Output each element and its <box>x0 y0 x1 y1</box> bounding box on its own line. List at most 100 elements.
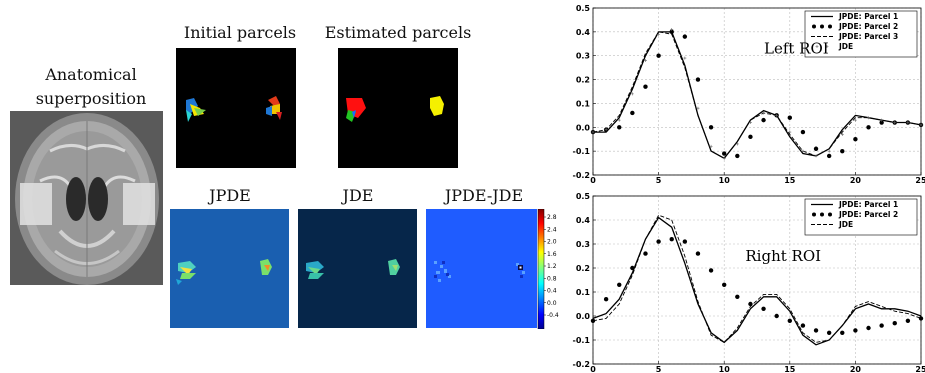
colorbar-tick-label: 2.8 <box>547 214 557 221</box>
x-tick-label: 10 <box>719 176 731 184</box>
legend-swatch <box>820 212 824 217</box>
jpde-jde-caption: JPDE-JDE <box>444 186 524 205</box>
series-line <box>592 214 922 343</box>
legend-entry: JPDE: Parcel 2 <box>838 210 898 219</box>
series-point <box>670 27 674 31</box>
y-tick-label: 0.3 <box>576 240 590 249</box>
series-point <box>800 323 806 328</box>
jde-caption: JDE <box>342 186 374 205</box>
x-tick-label: 15 <box>784 176 796 184</box>
series-point <box>669 29 674 35</box>
y-tick-label: 0.3 <box>576 52 590 61</box>
series-point <box>643 84 648 89</box>
right-roi-chart: -0.2 -0.1 0.0 0.1 0.2 0.3 0.4 0.5 0 5 10 15 20 25 JPDE… <box>573 192 925 373</box>
x-tick-label: 0 <box>590 176 596 184</box>
series-point <box>840 330 845 335</box>
series-point <box>761 306 766 311</box>
y-tick-label: -0.1 <box>573 336 591 345</box>
roi-annotation: Left ROI <box>764 39 829 57</box>
series-point <box>853 328 858 333</box>
series-point <box>814 154 818 158</box>
y-tick-label: 0.2 <box>576 264 590 273</box>
plot-frame <box>592 195 922 365</box>
series-point <box>866 125 871 130</box>
series-point <box>879 120 884 125</box>
series-point <box>853 118 857 122</box>
y-tick-label: -0.1 <box>573 147 591 156</box>
y-tick-label: 0.4 <box>576 216 591 225</box>
legend-entry: JPDE: Parcel 3 <box>838 32 898 41</box>
x-tick-label: 20 <box>850 176 862 184</box>
y-tick-label: 0.5 <box>576 192 591 201</box>
series-point <box>643 58 647 62</box>
series-point <box>696 106 700 110</box>
colorbar-tick-label: 1.6 <box>547 251 557 258</box>
x-tick-label: 0 <box>590 365 596 373</box>
x-tick-label: 5 <box>656 365 662 373</box>
legend-entry: JPDE: Parcel 2 <box>838 22 898 31</box>
series-line <box>592 31 922 159</box>
series-point <box>893 121 897 125</box>
series-point <box>669 237 674 242</box>
x-tick-label: 25 <box>915 176 925 184</box>
x-tick-label: 20 <box>850 365 862 373</box>
legend-swatch <box>812 24 816 29</box>
series-point <box>643 251 648 256</box>
jpde-jde-map-image <box>426 209 537 328</box>
y-tick-label: 0.5 <box>576 4 591 13</box>
series-point <box>722 156 726 160</box>
y-tick-label: 0.4 <box>576 28 591 37</box>
series-point <box>603 297 609 302</box>
series-point <box>682 239 688 244</box>
series-point <box>774 313 779 319</box>
series-point <box>748 134 753 140</box>
y-tick-label: 0.1 <box>576 288 591 297</box>
series-point <box>708 125 714 130</box>
series-3 <box>592 214 922 343</box>
jpde-map-image <box>170 209 289 328</box>
colorbar-tick-label: 2.0 <box>547 239 557 246</box>
series-point <box>657 32 661 36</box>
series-point <box>630 110 635 116</box>
series-point <box>656 239 661 244</box>
colorbar: 2.8 2.4 2.0 1.6 1.2 0.8 0.4 0.0 -0.4 <box>537 209 559 329</box>
legend-box <box>804 10 918 58</box>
series-point <box>827 149 831 153</box>
x-tick-label: 25 <box>915 365 925 373</box>
series-point <box>630 265 635 271</box>
series-2 <box>590 29 924 159</box>
series-point <box>918 316 924 321</box>
plot-frame <box>592 7 922 176</box>
estimated-parcels-image <box>338 48 458 168</box>
series-point <box>788 130 792 134</box>
legend-swatch <box>820 24 824 29</box>
series-point <box>722 282 727 287</box>
colorbar-tick-label: 2.4 <box>547 226 557 233</box>
y-tick-label: 0.0 <box>576 123 591 132</box>
y-tick-label: 0.0 <box>576 312 591 321</box>
x-tick-label: 10 <box>719 365 731 373</box>
series-point <box>617 118 621 122</box>
series-point <box>905 318 911 323</box>
initial-parcels-caption: Initial parcels <box>183 23 297 42</box>
y-tick-label: -0.2 <box>573 360 591 369</box>
y-tick-label: 0.2 <box>576 76 590 85</box>
series-point <box>709 144 713 148</box>
anatomical-caption-line1: Anatomical <box>45 65 137 84</box>
colorbar-tick-label: 0.8 <box>547 275 557 282</box>
series-point <box>617 125 622 130</box>
series-point <box>682 34 688 39</box>
left-roi-chart: -0.2 -0.1 0.0 0.1 0.2 0.3 0.4 0.5 0 5 10 15 20 25 JPDE… <box>573 4 925 184</box>
series-line <box>592 216 922 346</box>
series-point <box>748 121 752 125</box>
series-point <box>801 149 805 153</box>
series-point <box>735 153 740 159</box>
series-point <box>826 330 832 335</box>
series-point <box>761 117 766 123</box>
anatomical-brain-image <box>10 111 163 285</box>
x-tick-label: 15 <box>784 365 796 373</box>
colorbar-tick-label: 1.2 <box>547 263 557 270</box>
jde-map-image <box>298 209 417 328</box>
